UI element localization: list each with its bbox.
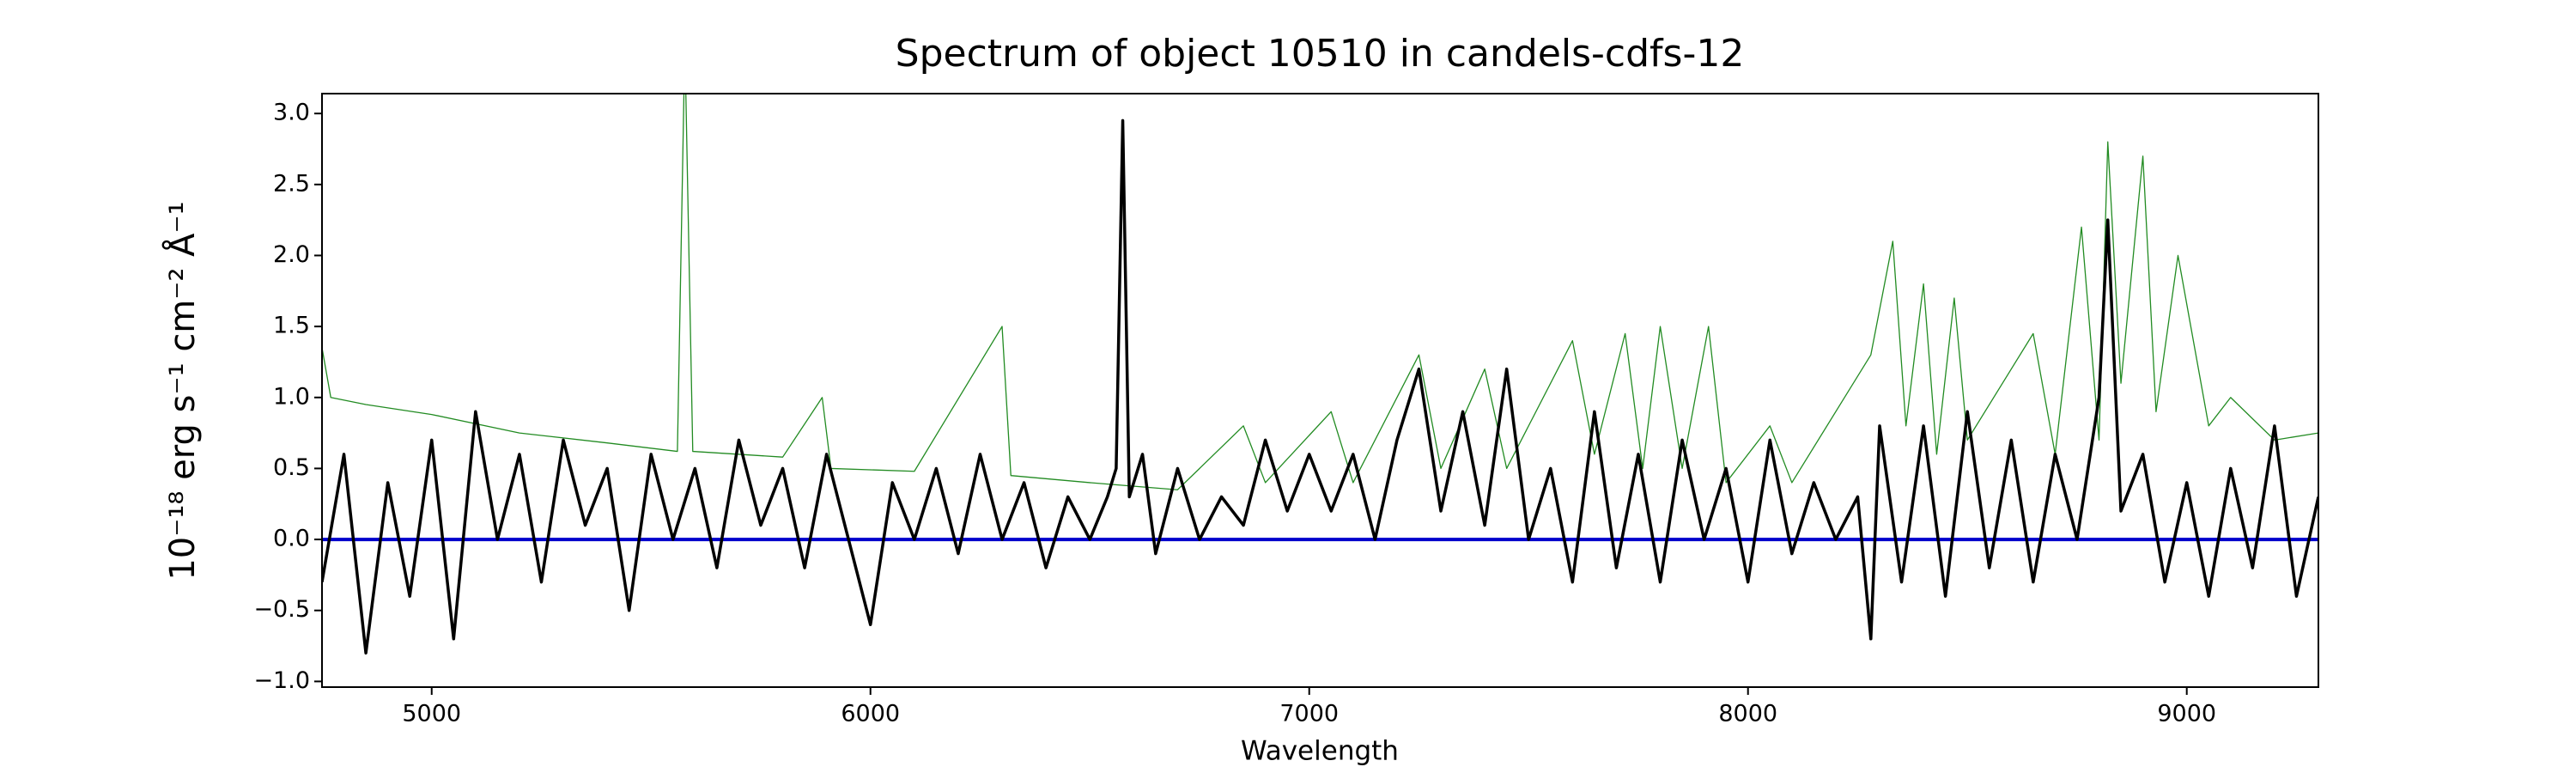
y-tick-label: 0.0 <box>273 526 310 552</box>
plot-area <box>322 94 2318 655</box>
spectrum-line <box>322 94 2318 490</box>
x-tick-label: 9000 <box>2157 701 2216 727</box>
x-tick-label: 7000 <box>1279 701 1339 727</box>
y-tick-label: 1.0 <box>273 383 310 410</box>
x-axis-label: Wavelength <box>1241 736 1399 767</box>
x-tick-label: 8000 <box>1718 701 1777 727</box>
y-tick-label: 3.0 <box>273 100 310 126</box>
y-axis-label: 10⁻¹⁸ erg s⁻¹ cm⁻² Å⁻¹ <box>161 201 203 580</box>
y-tick-label: 0.5 <box>273 454 310 481</box>
x-tick-label: 6000 <box>841 701 900 727</box>
x-tick-label: 5000 <box>402 701 461 727</box>
spectrum-line <box>322 119 2318 655</box>
y-tick-label: 2.0 <box>273 241 310 268</box>
axes-frame <box>321 93 2319 688</box>
y-tick-label: −1.0 <box>253 667 310 694</box>
y-tick-label: 2.5 <box>273 170 310 197</box>
y-tick-label: 1.5 <box>273 313 310 339</box>
chart-title: Spectrum of object 10510 in candels-cdfs… <box>896 32 1745 76</box>
y-tick-label: −0.5 <box>253 596 310 623</box>
